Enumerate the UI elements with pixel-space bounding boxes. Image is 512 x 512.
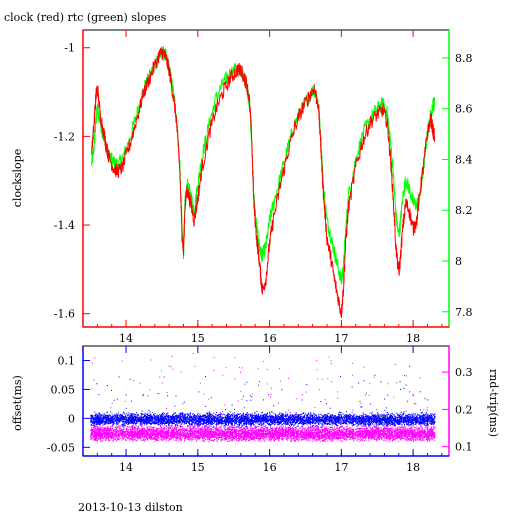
bottom-ytick-label: 0.05 (51, 383, 76, 396)
figure-title: clock (red) rtc (green) slopes (4, 11, 167, 24)
top-y2tick-label: 8 (455, 255, 462, 268)
bottom-xtick-label: 15 (191, 461, 205, 474)
top-ytick-label: -1 (64, 42, 75, 55)
top-axes-group: 14 15 16 17 18 -1 -1.2 -1.4 -1.6 7.8 8 8.2 8.4 8.6 8.8 (54, 30, 473, 345)
top-xtick-label: 16 (263, 332, 277, 345)
bottom-panel: 14 15 16 17 18 0.1 0.05 0 -0.05 0.3 0.2 0.1 offset(… (11, 345, 500, 474)
series-line-rtc (91, 45, 436, 285)
bottom-xtick-label: 14 (119, 461, 133, 474)
bottom-xtick-label: 16 (263, 461, 277, 474)
top-ytick-label: -1.6 (54, 308, 75, 321)
bottom-y2tick-label: 0.3 (455, 366, 473, 379)
figure-footer: 2013-10-13 dilston (78, 501, 183, 512)
series-points-roundtrip (90, 353, 436, 443)
top-y2tick-label: 8.8 (455, 52, 473, 65)
top-series-group (91, 45, 436, 318)
top-xtick-label: 17 (334, 332, 348, 345)
top-xtick-label: 15 (191, 332, 205, 345)
top-y2tick-label: 8.2 (455, 204, 473, 217)
top-y2tick-label: 8.6 (455, 103, 473, 116)
bottom-xtick-label: 18 (406, 461, 420, 474)
bottom-y2tick-label: 0.1 (455, 441, 473, 454)
series-points-offset (90, 374, 436, 429)
top-ytick-label: -1.4 (54, 219, 75, 232)
series-line-clock (91, 47, 436, 318)
bottom-ytick-label: 0 (68, 412, 75, 425)
top-ylabel: clockslope (11, 149, 24, 207)
top-ytick-label: -1.2 (54, 130, 75, 143)
top-y2tick-label: 7.8 (455, 306, 473, 319)
bottom-ylabel-right: rnd-trip(ms) (487, 369, 500, 437)
bottom-ytick-label: -0.05 (47, 441, 75, 454)
top-panel: 14 15 16 17 18 -1 -1.2 -1.4 -1.6 7.8 8 8.2 8.4 8.6 8.8… (11, 29, 473, 345)
top-xtick-label: 14 (119, 332, 133, 345)
bottom-y2tick-label: 0.2 (455, 403, 473, 416)
bottom-ylabel-left: offset(ms) (11, 375, 24, 431)
top-xtick-label: 18 (406, 332, 420, 345)
bottom-ytick-label: 0.1 (58, 354, 76, 367)
bottom-axes-group: 14 15 16 17 18 0.1 0.05 0 -0.05 0.3 0.2 0.1 (47, 346, 473, 474)
bottom-xtick-label: 17 (334, 461, 348, 474)
top-y2tick-label: 8.4 (455, 153, 473, 166)
bottom-series-group (90, 353, 436, 443)
